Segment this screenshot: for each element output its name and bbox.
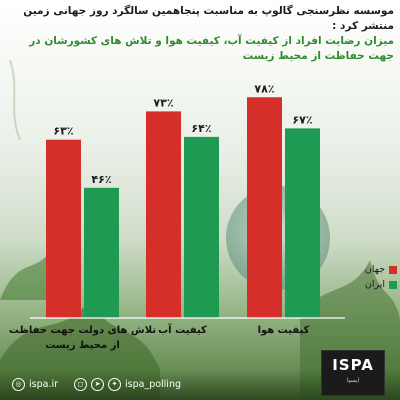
logo-subtitle: ایسپا [346,377,360,384]
headline: موسسه نظرسنجی گالوپ به مناسبت پنجاهمین س… [6,4,394,64]
globe-icon: ◎ [12,378,25,391]
legend-item-world: جهان [349,262,397,277]
legend-swatch-iran [389,280,397,289]
category-label-1-0: کیفیت آب [158,323,207,336]
footer-social[interactable]: ◻ ➤ ✦ ispa_polling [74,378,181,391]
bar-iran-2 [285,128,320,318]
category-label-0-0: تلاش های دولت جهت حفاظت [9,325,156,336]
legend-label-iran: ایران [364,279,385,290]
headline-line-2: میزان رضایت افراد از کیفیت آب، کیفیت هوا… [29,35,394,62]
category-label-2-0: کیفیت هوا [258,325,310,336]
telegram-icon: ➤ [91,378,104,391]
data-label-world-1: ۷۳٪ [153,96,173,109]
headline-line-1: موسسه نظرسنجی گالوپ به مناسبت پنجاهمین س… [23,5,394,32]
data-label-iran-0: ۴۶٪ [91,173,111,186]
twitter-icon: ✦ [108,378,121,391]
legend: جهان ایران [349,262,397,292]
bar-world-2 [247,97,282,318]
legend-swatch-world [389,265,397,274]
data-label-iran-1: ۶۴٪ [191,122,211,135]
social-handle: ispa_polling [125,379,182,390]
data-label-world-0: ۶۳٪ [53,125,73,138]
ispa-logo: ISPA ایسپا [321,350,385,396]
footer-website[interactable]: ◎ ispa.ir [12,378,58,391]
legend-label-world: جهان [364,264,385,275]
data-label-world-2: ۷۸٪ [254,82,274,95]
category-label-0-1: از محیط زیست [45,340,120,351]
bar-iran-0 [84,187,119,318]
bar-world-1 [146,111,181,318]
bar-world-0 [46,139,81,318]
legend-item-iran: ایران [349,277,397,292]
website-label: ispa.ir [29,379,59,390]
data-label-iran-2: ۶۷٪ [292,113,312,126]
logo-name: ISPA [322,354,384,376]
bar-iran-1 [184,136,219,318]
instagram-icon: ◻ [74,378,87,391]
logo-name-text: ISPA [332,356,374,374]
